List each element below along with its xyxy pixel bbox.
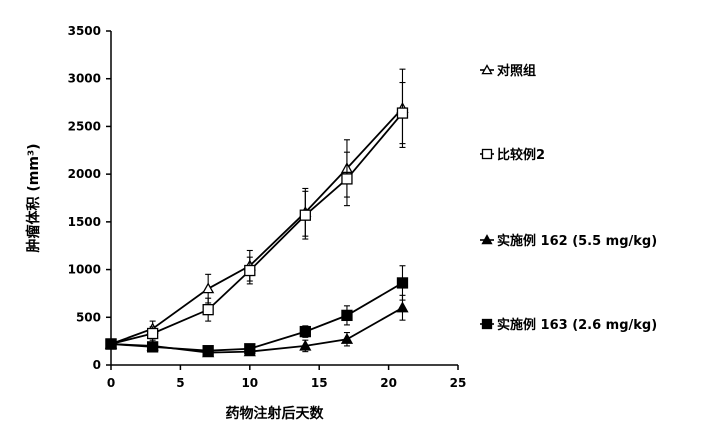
- data-point: [396, 107, 409, 119]
- legend-label: 实施例 163 (2.6 mg/kg): [497, 317, 657, 333]
- legend-marker: [481, 234, 493, 245]
- y-tick-label: 500: [76, 310, 101, 324]
- x-tick-label: 5: [176, 376, 184, 390]
- data-point: [146, 341, 159, 353]
- data-point: [299, 209, 311, 221]
- plot-area: [104, 68, 409, 358]
- legend-entry-2: 比较例2: [480, 147, 545, 163]
- x-tick-label: 20: [380, 376, 397, 390]
- series-4: [105, 265, 409, 357]
- x-tick-label: 10: [241, 376, 258, 390]
- legend-label: 实施例 162 (5.5 mg/kg): [497, 233, 657, 249]
- legend-entry-1: 对照组: [480, 63, 536, 79]
- x-tick-label: 25: [450, 376, 467, 390]
- y-tick-label: 3500: [68, 24, 101, 38]
- data-point: [299, 325, 311, 338]
- data-point: [146, 327, 159, 340]
- legend-marker: [481, 148, 493, 160]
- data-point: [244, 264, 256, 277]
- data-point: [202, 282, 215, 294]
- legend-entry-4: 实施例 163 (2.6 mg/kg): [480, 317, 657, 333]
- y-tick-label: 2000: [68, 167, 101, 181]
- data-point: [299, 339, 312, 351]
- data-point: [396, 277, 409, 289]
- y-tick-label: 1500: [68, 215, 101, 229]
- legend-label: 对照组: [497, 63, 536, 79]
- data-point: [244, 343, 256, 355]
- data-point: [396, 301, 409, 313]
- y-tick-label: 1000: [68, 263, 101, 277]
- data-point: [202, 304, 214, 316]
- y-tick-label: 3000: [68, 72, 101, 86]
- data-point: [341, 309, 353, 322]
- data-point: [202, 345, 214, 357]
- legend-label: 比较例2: [497, 147, 545, 163]
- legend-marker: [481, 64, 493, 75]
- y-tick-label: 0: [93, 358, 101, 372]
- data-point: [340, 332, 354, 344]
- legend-entry-3: 实施例 162 (5.5 mg/kg): [480, 233, 657, 249]
- x-axis-title: 药物注射后天数: [226, 405, 325, 422]
- legend-marker: [481, 318, 493, 330]
- data-point: [341, 173, 353, 185]
- y-axis-title: 肿瘤体积 (mm³): [25, 144, 42, 253]
- y-tick-label: 2500: [68, 119, 101, 133]
- x-tick-label: 0: [107, 376, 115, 390]
- x-tick-label: 15: [311, 376, 328, 390]
- data-point: [105, 338, 117, 350]
- axes: 0 500 1000 1500 2000 2500 3000 3500 0 5 10 15 20 25: [68, 24, 467, 390]
- series-2: [105, 81, 409, 350]
